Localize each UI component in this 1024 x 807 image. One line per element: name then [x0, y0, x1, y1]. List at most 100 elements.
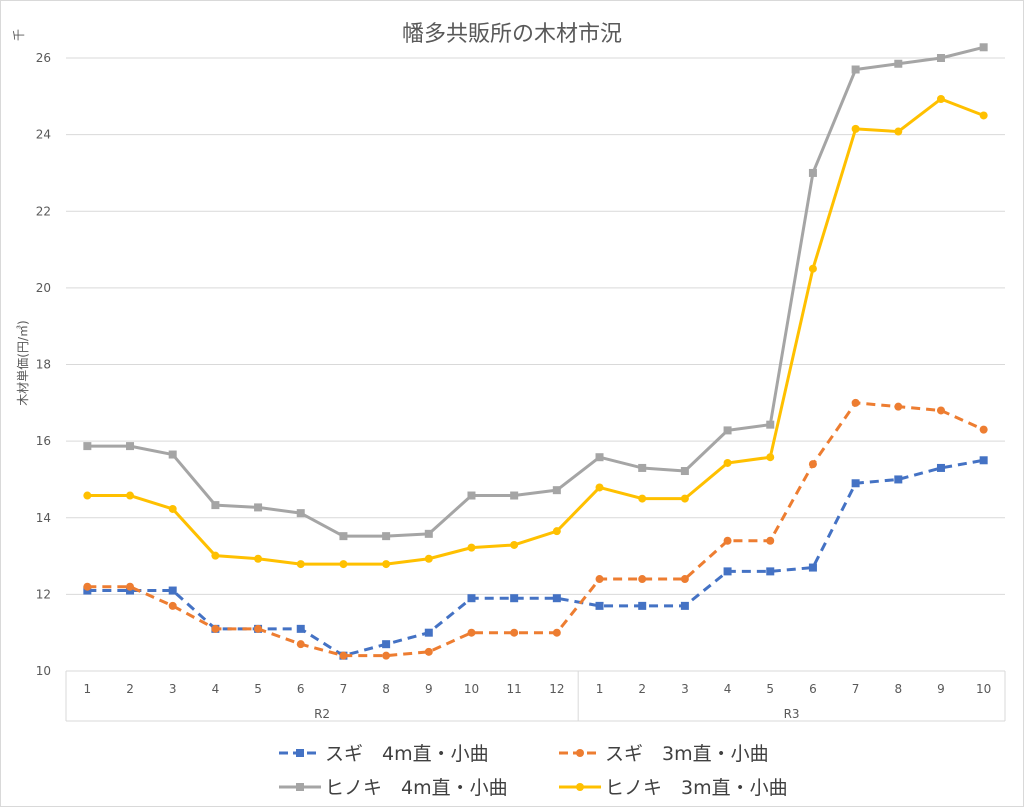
series-line [87, 45, 985, 538]
data-point [126, 491, 135, 500]
x-tick-label: 12 [549, 682, 564, 696]
x-tick-label: 10 [976, 682, 991, 696]
data-point [766, 453, 775, 462]
data-point [382, 651, 391, 660]
data-point [979, 456, 988, 465]
data-point [467, 628, 476, 637]
data-point [83, 442, 92, 451]
y-tick-label: 16 [36, 434, 51, 448]
data-point [424, 647, 433, 656]
data-point [424, 554, 433, 563]
x-tick-label: 7 [852, 682, 860, 696]
data-point [339, 651, 348, 660]
legend-label: スギ 4m直・小曲 [325, 743, 489, 765]
data-point [766, 420, 775, 429]
x-tick-label: 7 [340, 682, 348, 696]
data-point [510, 540, 519, 549]
y-tick-label: 18 [36, 358, 51, 372]
data-point [510, 594, 519, 603]
series-line [87, 458, 984, 658]
x-tick-label: 8 [894, 682, 902, 696]
x-tick-label: 5 [254, 682, 262, 696]
data-point [979, 43, 988, 52]
legend-label: スギ 3m直・小曲 [605, 743, 769, 765]
legend-item: スギ 3m直・小曲 [559, 743, 769, 765]
data-point [296, 624, 305, 633]
y-tick-label: 24 [36, 128, 51, 142]
data-point [83, 582, 92, 591]
legend-item: スギ 4m直・小曲 [279, 743, 489, 765]
data-point [467, 491, 476, 500]
y-tick-label: 12 [36, 587, 51, 601]
group-label: R3 [784, 707, 800, 721]
x-tick-label: 6 [809, 682, 817, 696]
x-tick-label: 8 [382, 682, 390, 696]
data-point [894, 402, 903, 411]
data-point [211, 501, 220, 510]
data-point [808, 264, 817, 273]
data-point [510, 628, 519, 637]
series-3 [83, 43, 988, 541]
data-point [723, 567, 732, 576]
y-tick-label: 26 [36, 51, 51, 65]
data-point [254, 554, 263, 563]
data-point [424, 529, 433, 538]
data-point [339, 532, 348, 541]
data-point [296, 640, 305, 649]
y-tick-labels: 10 12 14 16 18 20 22 24 26 [36, 51, 51, 678]
data-point [894, 59, 903, 68]
data-point [851, 65, 860, 74]
data-point [296, 560, 305, 569]
x-tick-label: 1 [84, 682, 92, 696]
x-tick-label: 2 [638, 682, 646, 696]
x-tick-label: 10 [464, 682, 479, 696]
series-line [87, 97, 985, 566]
data-point [168, 450, 177, 459]
x-tick-label: 3 [681, 682, 689, 696]
data-point [126, 442, 135, 451]
gridlines [66, 57, 1005, 672]
data-point [510, 491, 519, 500]
data-point [382, 532, 391, 541]
data-point [211, 551, 220, 560]
chart-title: 幡多共販所の木材市況 [402, 22, 622, 47]
data-point [936, 406, 945, 415]
data-point [83, 491, 92, 500]
data-point [424, 628, 433, 637]
data-point [808, 563, 817, 572]
data-point [851, 124, 860, 133]
data-point [723, 536, 732, 545]
series-group [83, 43, 988, 660]
data-point [168, 586, 177, 595]
y-axis-unit: 千 [12, 29, 26, 41]
data-point [638, 463, 647, 472]
legend-item: ヒノキ 4m直・小曲 [279, 777, 508, 799]
data-point [638, 575, 647, 584]
legend-marker [576, 783, 584, 791]
x-tick-label: 9 [425, 682, 433, 696]
data-point [979, 111, 988, 120]
data-point [638, 494, 647, 503]
x-tick-label: 9 [937, 682, 945, 696]
group-label: R2 [314, 707, 330, 721]
x-tick-label: 11 [507, 682, 522, 696]
data-point [680, 601, 689, 610]
data-point [467, 543, 476, 552]
data-point [680, 494, 689, 503]
data-point [168, 601, 177, 610]
x-tick-label: 6 [297, 682, 305, 696]
data-point [723, 426, 732, 435]
data-point [467, 594, 476, 603]
data-point [126, 582, 135, 591]
x-tick-label: 4 [724, 682, 732, 696]
data-point [595, 483, 604, 492]
data-point [382, 560, 391, 569]
legend-item: ヒノキ 3m直・小曲 [559, 777, 788, 799]
data-point [638, 601, 647, 610]
data-point [552, 486, 561, 495]
data-point [766, 536, 775, 545]
y-tick-label: 14 [36, 511, 51, 525]
